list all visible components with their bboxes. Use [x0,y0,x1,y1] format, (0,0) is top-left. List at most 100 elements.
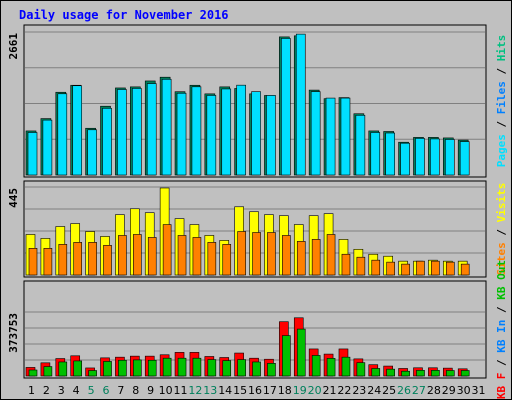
x-tick-label: 24 [367,384,381,397]
x-tick-label: 26 [397,384,411,397]
x-tick-label: 5 [88,384,95,397]
bar-kb-out [28,369,38,377]
x-tick-label: 20 [308,384,322,397]
bar-sites [147,237,157,276]
bar-kb-out [177,357,187,377]
x-tick-label: 22 [337,384,351,397]
bar-kb-out [311,355,321,377]
bar-sites [401,263,410,276]
bar-kb-out [207,359,217,377]
x-tick-label: 6 [102,384,109,397]
bar-sites [103,245,112,276]
bar-kb-out [341,356,351,377]
legend-entry: Pages [495,134,508,167]
bar-kb-out [222,360,232,377]
bar-sites [177,235,187,276]
bar-sites [386,261,395,276]
legend-label: Sites / Visits [495,183,508,276]
bar-kb-out [73,360,83,377]
bar-kb-out [118,359,127,377]
bar-sites [192,237,202,276]
legend-entry: Visits [495,183,508,223]
x-tick-label: 27 [412,384,426,397]
bar-kb-out [267,363,276,377]
legend-entry: Files [495,81,508,114]
legend-entry: Sites [495,242,508,275]
x-tick-label: 19 [293,384,307,397]
x-tick-label: 13 [203,384,217,397]
x-tick-label: 23 [352,384,366,397]
bar-pages [415,138,425,176]
bar-pages [340,97,351,176]
bar-pages [310,91,321,176]
bar-pages [42,119,53,176]
bar-pages [430,138,440,176]
bar-pages [295,33,306,176]
bar-kb-out [401,370,410,377]
legend-entry: KB Out [495,260,508,300]
bar-sites [162,224,172,276]
bar-sites [252,232,261,276]
legend-entry: KB F [495,373,508,400]
bar-pages [221,88,232,176]
bar-pages [72,85,83,176]
bar-sites [341,253,351,276]
bar-pages [251,91,261,176]
x-tick-label: 9 [147,384,154,397]
bar-pages [236,84,246,176]
x-tick-label: 21 [323,384,337,397]
legend-entry: / [495,353,508,373]
scale-max-label: 373753 [7,313,20,353]
legend-label: Pages / Files / Hits [495,35,508,168]
bar-sites [118,235,127,276]
x-tick-label: 12 [188,384,202,397]
x-tick-label: 1 [28,384,35,397]
bar-pages [87,129,97,176]
bar-sites [207,242,217,276]
bar-sites [460,263,470,276]
bar-kb-out [58,361,68,377]
bar-pages [325,97,336,176]
bar-sites [296,241,306,276]
bar-pages [400,142,410,176]
x-tick-label: 31 [472,384,486,397]
bar-kb-out [192,357,202,377]
bar-pages [370,132,381,176]
panel-middle: 445 Sites / Visits [7,180,508,278]
bar-sites [267,232,276,276]
bar-kb-out [237,359,246,377]
bar-pages [146,83,157,176]
bar-kb-out [162,357,172,377]
x-tick-label: 14 [218,384,232,397]
bar-sites [311,239,321,276]
legend-entry: Hits [495,35,508,62]
bar-pages [459,141,470,176]
x-tick-label: 3 [58,384,65,397]
bar-pages [444,139,455,176]
bar-sites [58,244,68,276]
bar-kb-out [356,362,366,377]
legend-label: KB F / KB In / KB Out [495,260,508,399]
bar-pages [176,92,187,176]
bar-pages [57,93,68,176]
bar-sites [222,244,232,276]
chart-title: Daily usage for November 2016 [19,8,229,22]
bar-pages [385,132,395,176]
bar-kb-out [460,370,470,377]
bar-kb-out [416,370,425,377]
panel-bottom: 373753 KB F / KB In / KB Out [7,260,508,399]
bar-sites [431,260,440,276]
bar-kb-out [445,370,455,377]
bar-pages [281,38,291,176]
legend-entry: / [495,300,508,320]
x-tick-label: 29 [442,384,456,397]
bar-sites [237,231,246,276]
legend-entry: / [495,61,508,81]
bar-sites [445,261,455,276]
x-tick-label: 30 [457,384,471,397]
panel-top: 2661 Pages / Files / Hits [7,24,508,178]
x-tick-label: 4 [73,384,80,397]
x-tick-label: 28 [427,384,441,397]
x-tick-label: 7 [117,384,124,397]
